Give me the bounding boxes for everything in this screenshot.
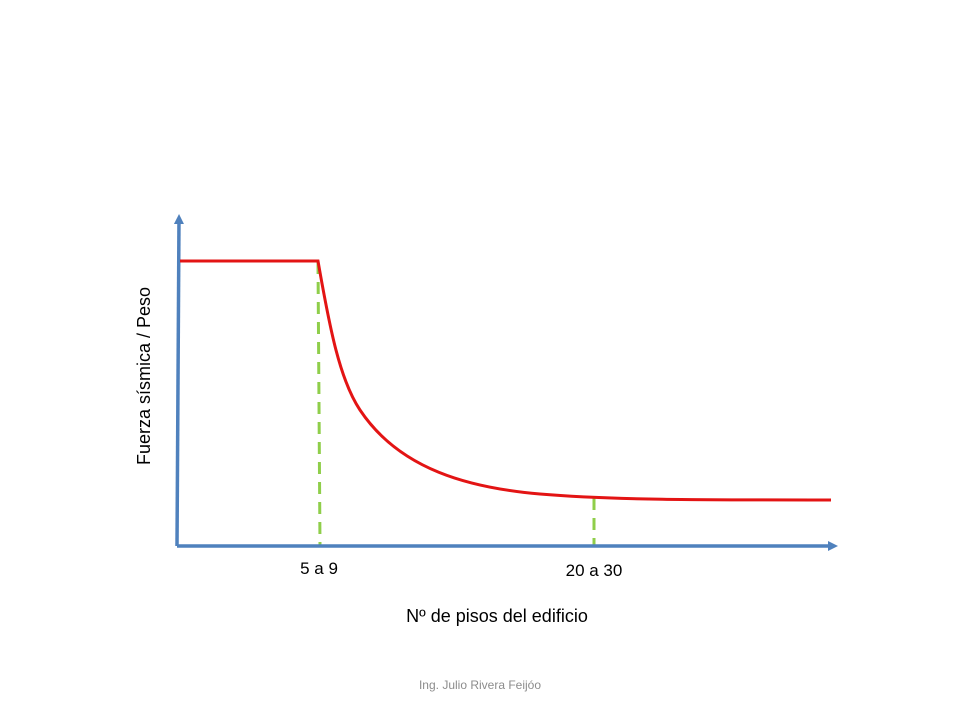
seismic-coefficient-curve <box>180 259 832 502</box>
marker-label-5-a-9: 5 a 9 <box>300 559 338 578</box>
y-axis <box>173 214 184 547</box>
footer-credit: Ing. Julio Rivera Feijóo <box>418 678 542 692</box>
x-axis-title: Nº de pisos del edificio <box>406 606 588 626</box>
guide-line-5-a-9 <box>316 261 322 547</box>
marker-label-20-a-30: 20 a 30 <box>566 561 623 580</box>
y-axis-title: Fuerza sísmica / Peso <box>134 287 154 465</box>
